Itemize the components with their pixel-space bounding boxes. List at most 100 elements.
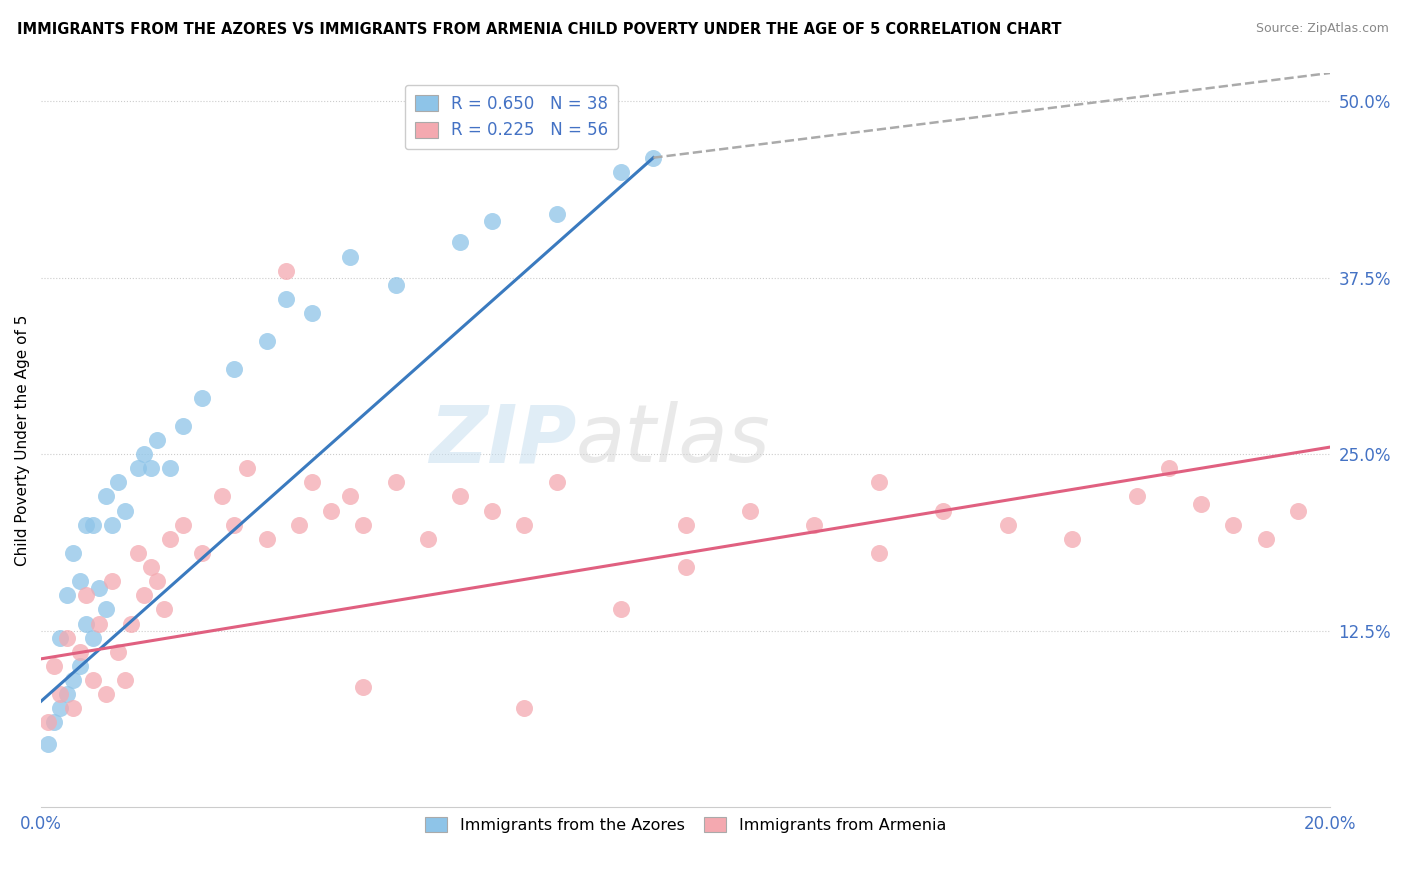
Point (256, 334, 278, 349)
Point (42, 659, 65, 673)
Point (139, 560, 162, 574)
Point (546, 475, 568, 490)
Point (101, 574, 124, 589)
Point (49, 687, 72, 701)
Point (107, 475, 129, 490)
Text: atlas: atlas (576, 401, 770, 479)
Point (94, 602, 117, 616)
Point (868, 475, 890, 490)
Point (56, 588, 79, 602)
Point (172, 517, 194, 532)
Point (610, 165, 633, 179)
Point (134, 588, 156, 602)
Point (101, 517, 124, 532)
Point (159, 532, 181, 546)
Point (87, 616, 110, 631)
Point (224, 362, 246, 376)
Point (69, 645, 91, 659)
Point (120, 616, 142, 631)
Point (146, 574, 169, 589)
Point (339, 250, 361, 264)
Point (301, 475, 323, 490)
Point (87, 581, 110, 595)
Point (134, 447, 156, 461)
Point (191, 391, 214, 405)
Point (868, 546, 890, 560)
Point (62, 701, 84, 715)
Point (301, 306, 323, 320)
Point (82, 631, 104, 645)
Point (1222, 517, 1244, 532)
Point (1189, 497, 1212, 511)
Point (274, 263, 297, 277)
Point (997, 517, 1019, 532)
Point (37, 715, 59, 730)
Point (75, 616, 97, 631)
Point (82, 673, 104, 687)
Point (352, 517, 374, 532)
Legend: Immigrants from the Azores, Immigrants from Armenia: Immigrants from the Azores, Immigrants f… (419, 811, 953, 839)
Point (82, 517, 104, 532)
Point (94, 490, 117, 504)
Point (114, 503, 136, 517)
Point (62, 673, 84, 687)
Point (449, 490, 471, 504)
Point (1062, 532, 1084, 546)
Point (675, 560, 697, 574)
Point (37, 737, 59, 751)
Point (643, 151, 665, 165)
Point (114, 673, 136, 687)
Y-axis label: Child Poverty Under the Age of 5: Child Poverty Under the Age of 5 (15, 314, 30, 566)
Point (49, 701, 72, 715)
Point (62, 546, 84, 560)
Point (352, 680, 374, 694)
Text: IMMIGRANTS FROM THE AZORES VS IMMIGRANTS FROM ARMENIA CHILD POVERTY UNDER THE AG: IMMIGRANTS FROM THE AZORES VS IMMIGRANTS… (17, 22, 1062, 37)
Point (932, 503, 955, 517)
Point (513, 517, 536, 532)
Point (384, 475, 406, 490)
Point (127, 546, 149, 560)
Point (1157, 461, 1180, 475)
Point (69, 659, 91, 673)
Point (75, 517, 97, 532)
Point (321, 503, 343, 517)
Point (256, 532, 278, 546)
Point (481, 214, 503, 228)
Text: ZIP: ZIP (429, 401, 576, 479)
Point (339, 490, 361, 504)
Point (288, 517, 311, 532)
Point (211, 490, 233, 504)
Point (481, 503, 503, 517)
Point (1286, 503, 1309, 517)
Point (675, 517, 697, 532)
Point (191, 546, 214, 560)
Point (416, 532, 439, 546)
Text: Source: ZipAtlas.com: Source: ZipAtlas.com (1256, 22, 1389, 36)
Point (1254, 532, 1277, 546)
Point (75, 588, 97, 602)
Point (69, 574, 91, 589)
Point (1125, 490, 1147, 504)
Point (224, 517, 246, 532)
Point (94, 687, 117, 701)
Point (274, 292, 297, 306)
Point (49, 631, 72, 645)
Point (449, 235, 471, 250)
Point (236, 461, 259, 475)
Point (384, 277, 406, 292)
Point (139, 461, 162, 475)
Point (610, 602, 633, 616)
Point (159, 461, 181, 475)
Point (546, 207, 568, 221)
Point (152, 602, 174, 616)
Point (172, 418, 194, 433)
Point (513, 701, 536, 715)
Point (127, 461, 149, 475)
Point (56, 631, 79, 645)
Point (107, 645, 129, 659)
Point (56, 687, 79, 701)
Point (146, 433, 169, 447)
Point (803, 517, 825, 532)
Point (738, 503, 761, 517)
Point (42, 715, 65, 730)
